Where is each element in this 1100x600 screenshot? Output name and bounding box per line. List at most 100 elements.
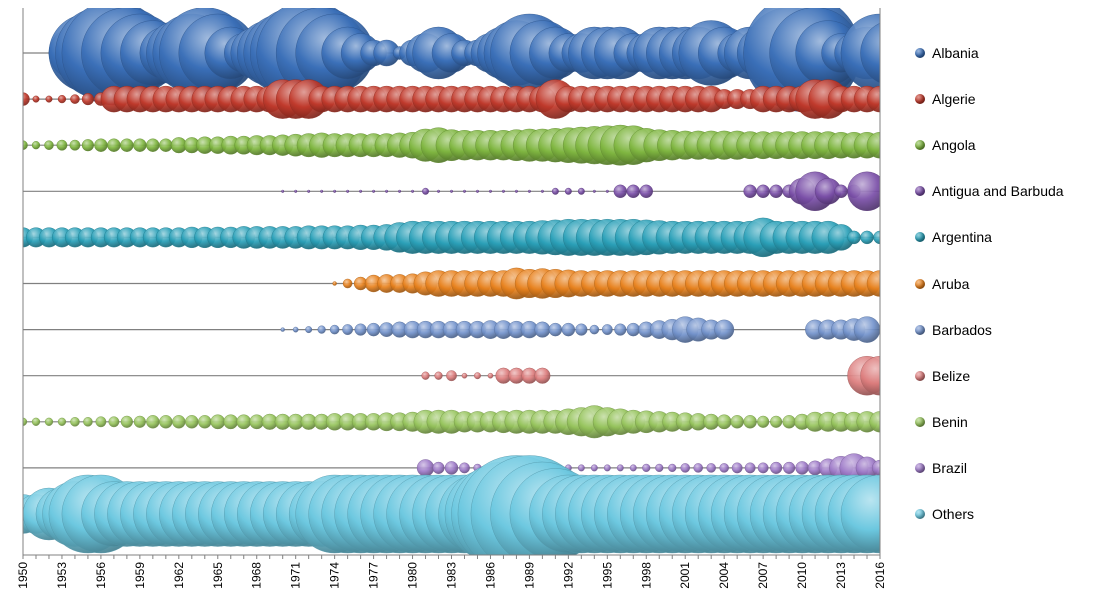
x-tick-label: 1983 xyxy=(445,562,459,589)
data-bubble xyxy=(719,463,729,473)
data-bubble xyxy=(354,323,367,336)
data-bubble xyxy=(475,189,479,193)
data-bubble xyxy=(461,372,468,379)
legend-label: Angola xyxy=(932,137,976,154)
legend-item: Barbados xyxy=(915,320,992,340)
data-bubble xyxy=(770,461,783,474)
data-bubble xyxy=(730,415,744,429)
data-bubble xyxy=(342,324,354,335)
series-others xyxy=(23,455,880,555)
legend-marker xyxy=(915,509,925,519)
legend-marker xyxy=(915,278,925,289)
data-bubble xyxy=(294,189,298,193)
data-bubble xyxy=(866,85,880,113)
data-bubble xyxy=(706,463,716,473)
data-bubble xyxy=(45,95,53,103)
legend-item: Angola xyxy=(915,135,976,155)
data-bubble xyxy=(590,464,598,472)
data-bubble xyxy=(57,94,67,104)
data-bubble xyxy=(333,189,337,193)
legend-item: Brazil xyxy=(915,458,967,478)
data-bubble xyxy=(462,189,466,193)
x-tick-label: 1989 xyxy=(522,562,536,589)
data-bubble xyxy=(342,278,353,289)
series-aruba xyxy=(332,267,880,300)
legend-label: Algerie xyxy=(932,91,976,108)
x-tick-label: 2013 xyxy=(834,562,848,589)
legend-marker xyxy=(915,462,925,473)
series-algerie xyxy=(23,79,880,119)
data-bubble xyxy=(23,92,30,106)
legend-item: Algerie xyxy=(915,89,976,109)
data-bubble xyxy=(81,139,94,152)
data-bubble xyxy=(81,93,94,106)
data-bubble xyxy=(731,462,743,474)
plot-area xyxy=(23,8,880,555)
x-tick-label: 1965 xyxy=(211,562,225,589)
x-tick-label: 1959 xyxy=(133,562,147,589)
legend-item: Others xyxy=(915,504,974,524)
data-bubble xyxy=(540,189,544,193)
data-bubble xyxy=(94,138,108,152)
data-bubble xyxy=(70,417,80,427)
legend-item: Belize xyxy=(915,366,970,386)
data-bubble xyxy=(703,413,720,430)
x-axis: 1950 1953 1956 1959 1962 1965 1968 1971 1974 1977… xyxy=(16,8,887,589)
data-bubble xyxy=(317,325,326,334)
data-bubble xyxy=(70,94,80,104)
legend-item: Aruba xyxy=(915,274,969,294)
x-tick-label: 2001 xyxy=(678,562,692,589)
legend-marker xyxy=(915,48,925,58)
x-tick-label: 1992 xyxy=(561,562,575,589)
data-bubble xyxy=(605,189,609,193)
data-bubble xyxy=(613,184,628,199)
data-bubble xyxy=(120,138,134,152)
legend-item: Argentina xyxy=(915,227,992,247)
data-bubble xyxy=(446,370,457,382)
x-tick-label: 1977 xyxy=(367,562,381,589)
x-tick-label: 1971 xyxy=(289,562,303,589)
legend-marker xyxy=(915,94,925,105)
data-bubble xyxy=(639,184,653,199)
data-bubble xyxy=(31,141,41,150)
data-bubble xyxy=(743,184,757,199)
legend-label: Barbados xyxy=(932,321,992,338)
data-bubble xyxy=(626,184,640,199)
data-bubble xyxy=(56,139,68,151)
data-bubble xyxy=(108,416,120,428)
data-bubble xyxy=(305,326,313,334)
data-bubble xyxy=(668,463,677,473)
data-bubble xyxy=(398,189,402,193)
data-bubble xyxy=(432,461,445,474)
data-bubble xyxy=(133,415,146,428)
data-bubble xyxy=(534,321,551,338)
data-bubble xyxy=(642,463,651,473)
data-bubble xyxy=(210,414,226,430)
data-bubble xyxy=(320,189,324,193)
data-bubble xyxy=(866,270,880,297)
data-bubble xyxy=(834,184,848,199)
x-tick-label: 1950 xyxy=(16,562,30,589)
legend-label: Argentina xyxy=(932,229,992,246)
data-bubble xyxy=(603,464,611,472)
legend-item: Antigua and Barbuda xyxy=(915,181,1064,201)
data-bubble xyxy=(626,322,640,337)
data-bubble xyxy=(866,132,880,159)
data-bubble xyxy=(840,474,880,554)
data-bubble xyxy=(616,464,624,472)
data-bubble xyxy=(95,416,107,428)
x-tick-label: 1986 xyxy=(483,562,497,589)
data-bubble xyxy=(592,189,596,193)
data-bubble xyxy=(57,417,67,426)
data-bubble xyxy=(514,189,518,193)
data-bubble xyxy=(564,187,572,195)
legend-item: Benin xyxy=(915,412,968,432)
data-bubble xyxy=(714,319,735,340)
data-bubble xyxy=(172,415,186,429)
series-belize xyxy=(421,356,880,396)
x-tick-label: 2007 xyxy=(756,562,770,589)
x-tick-label: 1980 xyxy=(406,562,420,589)
data-bubble xyxy=(534,367,551,384)
data-bubble xyxy=(693,463,703,473)
